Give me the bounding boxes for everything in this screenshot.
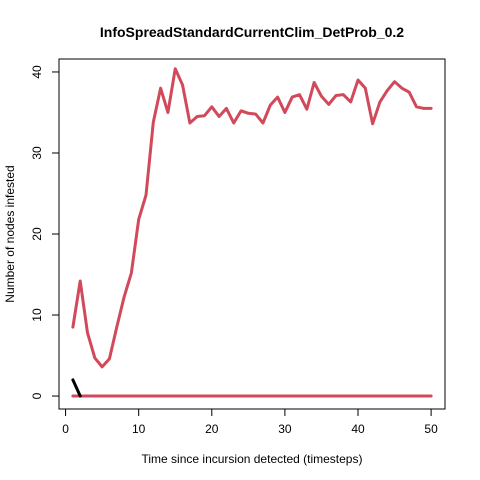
y-tick-label: 20 <box>30 227 44 241</box>
y-tick-label: 30 <box>30 146 44 160</box>
series-layer <box>71 67 433 398</box>
x-tick-label: 40 <box>351 422 365 436</box>
y-axis-label: Number of nodes infested <box>3 165 17 302</box>
x-tick-label: 0 <box>62 422 69 436</box>
x-axis-label: Time since incursion detected (timesteps… <box>142 452 363 466</box>
y-tick-label: 40 <box>30 65 44 79</box>
y-tick-label: 0 <box>30 392 44 399</box>
series-line-0 <box>71 67 433 369</box>
x-tick-label: 10 <box>132 422 146 436</box>
x-tick-label: 50 <box>424 422 438 436</box>
x-tick-label: 30 <box>278 422 292 436</box>
series-line-2 <box>71 378 82 398</box>
chart-title: InfoSpreadStandardCurrentClim_DetProb_0.… <box>100 24 404 40</box>
x-tick-label: 20 <box>205 422 219 436</box>
y-tick-label: 10 <box>30 308 44 322</box>
x-axis: 0 10 20 30 40 50 <box>62 409 438 436</box>
y-axis: 0 10 20 30 40 <box>30 65 59 399</box>
plot-frame <box>58 58 446 410</box>
